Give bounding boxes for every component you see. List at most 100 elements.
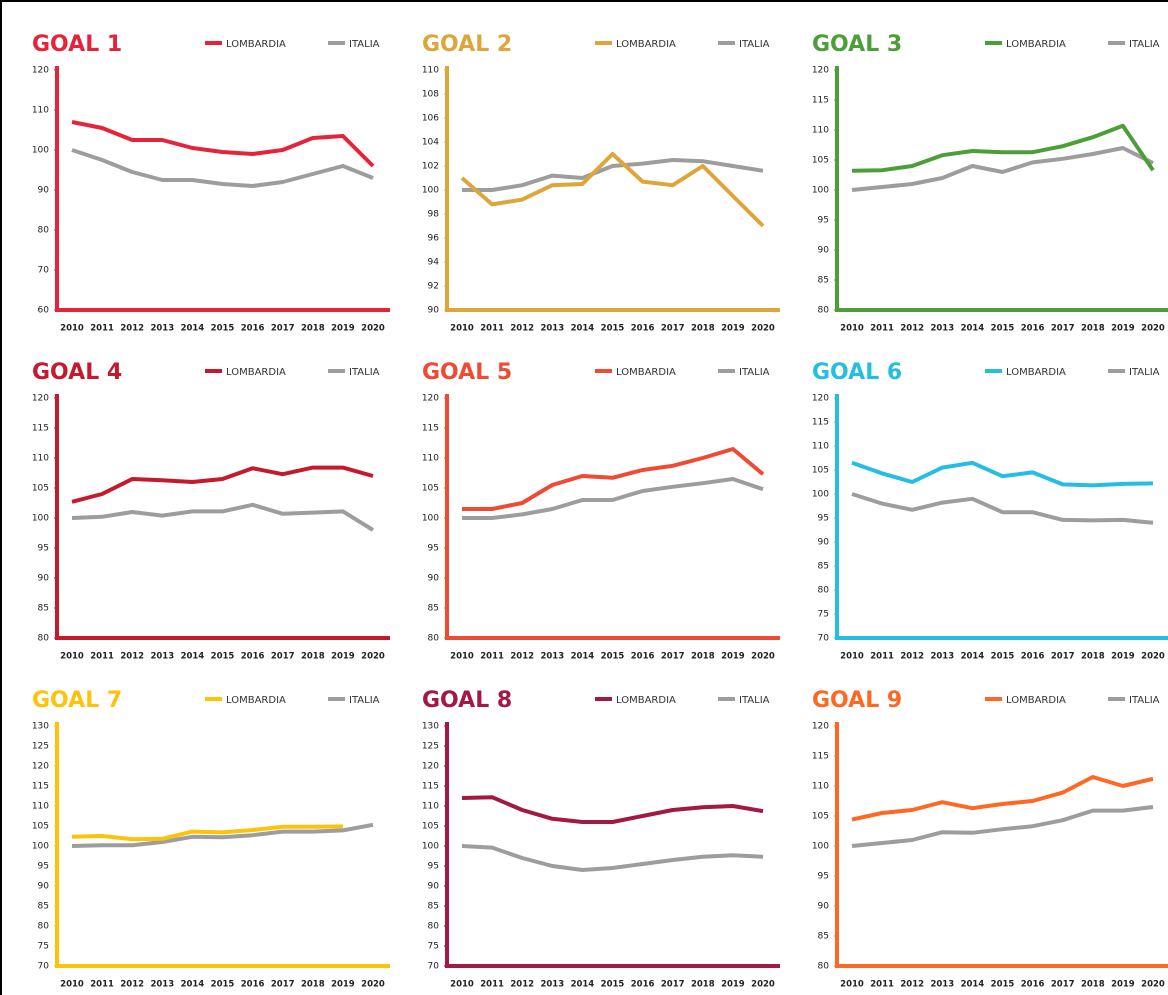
x-tick-label: 2011: [870, 652, 894, 662]
chart-title: GOAL 7: [32, 688, 122, 713]
x-tick-label: 2015: [991, 324, 1015, 334]
x-tick-label: 2018: [1081, 980, 1105, 990]
legend-label: ITALIA: [739, 367, 770, 378]
series-line: [851, 805, 1154, 848]
x-tick-label: 2020: [361, 980, 385, 990]
chart-panel: GOAL 6 LOMBARDIA ITALIA 70 75 80 85 90 95 100 105 1…: [812, 360, 1168, 662]
y-tick-label: 120: [422, 394, 439, 404]
x-tick-label: 2012: [120, 980, 144, 990]
x-tick-label: 2015: [601, 652, 625, 662]
x-tick-label: 2018: [691, 324, 715, 334]
x-tick-label: 2017: [1051, 324, 1075, 334]
y-tick-label: 125: [32, 742, 49, 752]
legend-label: LOMBARDIA: [616, 39, 676, 50]
y-tick-label: 80: [818, 306, 830, 316]
x-tick-label: 2010: [60, 652, 84, 662]
legend-label: LOMBARDIA: [226, 367, 286, 378]
series-line: [851, 775, 1154, 822]
x-tick-label: 2014: [571, 652, 595, 662]
y-tick-label: 60: [38, 306, 50, 316]
y-tick-label: 95: [818, 514, 829, 524]
x-tick-label: 2013: [540, 324, 564, 334]
y-tick-label: 90: [38, 574, 50, 584]
y-tick-label: 125: [422, 742, 439, 752]
y-tick-label: 98: [428, 210, 440, 220]
y-tick-label: 102: [422, 162, 439, 172]
x-tick-label: 2020: [1141, 324, 1165, 334]
x-tick-label: 2017: [661, 652, 685, 662]
x-tick-label: 2019: [1111, 324, 1135, 334]
x-tick-label: 2013: [540, 652, 564, 662]
legend-label: ITALIA: [349, 39, 380, 50]
x-tick-label: 2017: [271, 652, 295, 662]
y-tick-label: 95: [818, 872, 829, 882]
y-tick-label: 90: [428, 574, 440, 584]
series-line: [462, 477, 764, 520]
series-line: [461, 844, 764, 872]
chart-title: GOAL 5: [422, 360, 512, 385]
y-tick-label: 110: [422, 802, 439, 812]
y-tick-label: 115: [32, 782, 49, 792]
y-tick-label: 120: [32, 762, 49, 772]
y-tick-label: 120: [812, 722, 829, 732]
x-tick-label: 2016: [241, 652, 265, 662]
y-tick-label: 105: [32, 484, 49, 494]
x-tick-label: 2014: [181, 652, 205, 662]
y-tick-label: 85: [38, 604, 49, 614]
y-tick-label: 85: [818, 562, 829, 572]
y-tick-label: 104: [422, 138, 439, 148]
y-tick-label: 100: [812, 490, 829, 500]
y-tick-label: 110: [32, 454, 49, 464]
x-tick-label: 2018: [301, 980, 325, 990]
legend-label: LOMBARDIA: [616, 695, 676, 706]
x-tick-label: 2018: [1081, 652, 1105, 662]
y-tick-label: 96: [428, 234, 440, 244]
series-line: [461, 795, 764, 824]
chart-title: GOAL 6: [812, 360, 902, 385]
x-tick-label: 2014: [571, 324, 595, 334]
chart-title: GOAL 2: [422, 32, 512, 57]
chart-panel: GOAL 2 LOMBARDIA ITALIA 90 92 94 96 98 100 102 104…: [422, 32, 780, 334]
x-tick-label: 2019: [331, 652, 355, 662]
x-tick-label: 2016: [631, 652, 655, 662]
y-tick-label: 105: [812, 156, 829, 166]
legend-label: ITALIA: [349, 695, 380, 706]
x-tick-label: 2010: [60, 324, 84, 334]
y-tick-label: 85: [428, 604, 439, 614]
series-line: [71, 120, 375, 168]
legend-label: LOMBARDIA: [226, 695, 286, 706]
x-tick-label: 2020: [751, 652, 775, 662]
series-line: [851, 146, 1154, 192]
x-tick-label: 2014: [961, 980, 985, 990]
y-tick-label: 110: [32, 802, 49, 812]
y-tick-label: 100: [812, 186, 829, 196]
y-tick-label: 100: [812, 842, 829, 852]
x-tick-label: 2013: [930, 652, 954, 662]
x-tick-label: 2019: [721, 980, 745, 990]
y-tick-label: 115: [812, 96, 829, 106]
y-tick-label: 100: [422, 514, 439, 524]
y-tick-label: 100: [32, 146, 49, 156]
x-tick-label: 2016: [631, 324, 655, 334]
x-tick-label: 2016: [241, 980, 265, 990]
x-tick-label: 2010: [450, 652, 474, 662]
series-line: [71, 148, 374, 188]
y-tick-label: 108: [422, 90, 439, 100]
series-line: [851, 123, 1155, 173]
y-tick-label: 105: [812, 812, 829, 822]
x-tick-label: 2017: [1051, 652, 1075, 662]
x-tick-label: 2016: [1021, 652, 1045, 662]
y-tick-label: 115: [812, 418, 829, 428]
x-tick-label: 2015: [601, 980, 625, 990]
x-tick-label: 2011: [480, 980, 504, 990]
chart-title: GOAL 9: [812, 688, 902, 713]
chart-title: GOAL 1: [32, 32, 122, 57]
x-tick-label: 2011: [90, 980, 114, 990]
x-tick-label: 2015: [211, 652, 235, 662]
x-tick-label: 2019: [1111, 980, 1135, 990]
chart-title: GOAL 4: [32, 360, 122, 385]
y-tick-label: 110: [812, 442, 829, 452]
chart-panel: GOAL 1 LOMBARDIA ITALIA 60 70 80 90 100 110 120 20…: [32, 32, 390, 334]
series-line: [71, 824, 343, 842]
y-tick-label: 115: [422, 424, 439, 434]
